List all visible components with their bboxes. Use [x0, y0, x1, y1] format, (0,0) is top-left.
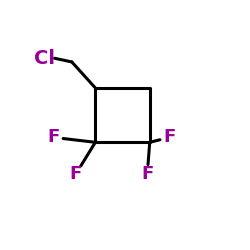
Text: F: F — [70, 166, 82, 184]
Text: F: F — [47, 128, 60, 146]
Text: F: F — [164, 128, 175, 146]
Text: F: F — [141, 166, 154, 184]
Text: Cl: Cl — [34, 49, 55, 68]
